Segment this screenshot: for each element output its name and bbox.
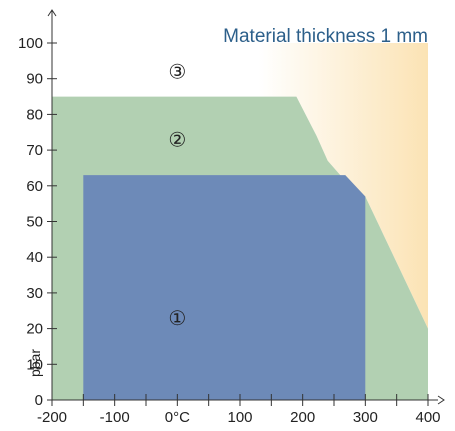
region-1-area xyxy=(52,43,428,329)
x-tick-label: 400 xyxy=(415,409,440,426)
y-tick-label: 50 xyxy=(26,214,43,231)
x-tick-label: -200 xyxy=(37,409,67,426)
y-axis-label: pbar xyxy=(27,349,43,377)
x-tick-label: 0°C xyxy=(165,409,190,426)
chart-title: Material thickness 1 mm xyxy=(223,26,428,47)
regions-layer xyxy=(52,43,428,400)
y-tick-label: 0 xyxy=(35,392,43,409)
y-tick-label: 20 xyxy=(26,321,43,338)
labels-layer: ③ ② ① xyxy=(168,62,186,330)
x-tick-label: 300 xyxy=(353,409,378,426)
region-3-area xyxy=(83,175,366,400)
y-tick-label: 10 xyxy=(26,356,43,373)
x-tick-label: 200 xyxy=(290,409,315,426)
y-tick-label: 80 xyxy=(26,106,43,123)
region-1-label: ③ xyxy=(168,62,186,84)
x-tick-label: -100 xyxy=(100,409,130,426)
region-3-label: ① xyxy=(168,308,186,330)
y-tick-label: 70 xyxy=(26,142,43,159)
y-tick-label: 90 xyxy=(26,71,43,88)
x-tick-label: 100 xyxy=(227,409,252,426)
y-axis-arrow xyxy=(47,9,57,17)
region-2-label: ② xyxy=(168,129,186,151)
y-tick-label: 100 xyxy=(18,35,43,52)
y-tick-label: 40 xyxy=(26,249,43,266)
y-tick-label: 60 xyxy=(26,178,43,195)
y-tick-label: 30 xyxy=(26,285,43,302)
axes-layer: -200 -100 0°C 100 200 300 400 0 10 20 30 40 50 60 70 80… xyxy=(18,9,445,426)
x-axis-arrow xyxy=(437,395,445,405)
